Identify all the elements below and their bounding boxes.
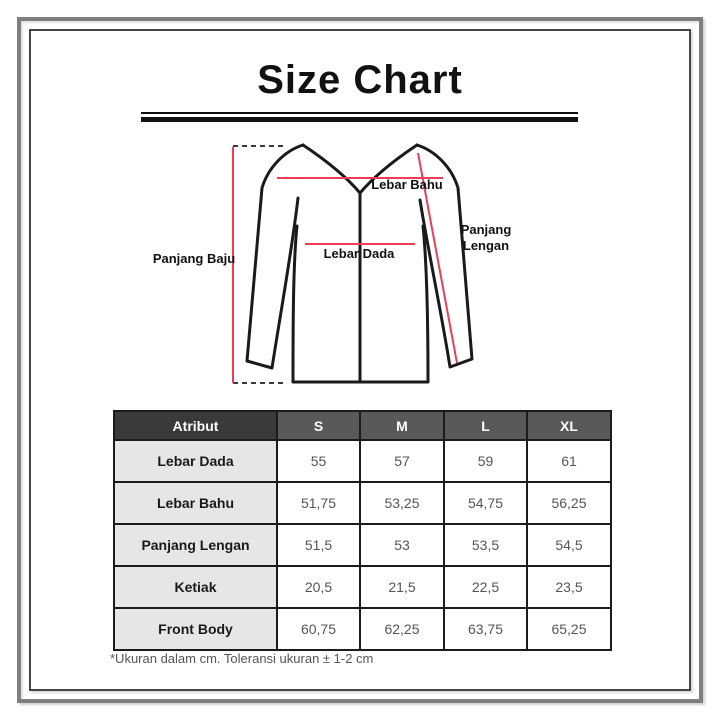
- row-label-lebar-dada: Lebar Dada: [113, 439, 278, 483]
- measurement-lines: [232, 147, 458, 383]
- divider-thin-line: [141, 112, 578, 114]
- panjang-lengan-line: [417, 152, 458, 364]
- inner-frame-border: [29, 29, 691, 691]
- cell-value: 53: [359, 523, 445, 567]
- cell-value: 51,5: [276, 523, 361, 567]
- cell-value: 53,25: [359, 481, 445, 525]
- table-row: Lebar Dada 55 57 59 61: [113, 439, 612, 483]
- cell-value: 20,5: [276, 565, 361, 609]
- lebar-dada-label: Lebar Dada: [324, 246, 396, 261]
- column-header-m: M: [359, 410, 445, 441]
- row-label-lebar-bahu: Lebar Bahu: [113, 481, 278, 525]
- panjang-lengan-label-line1: Panjang: [461, 222, 512, 237]
- cell-value: 51,75: [276, 481, 361, 525]
- cell-value: 23,5: [526, 565, 612, 609]
- cell-value: 59: [443, 439, 528, 483]
- lebar-bahu-label: Lebar Bahu: [371, 177, 443, 192]
- column-header-l: L: [443, 410, 528, 441]
- page-title: Size Chart: [257, 58, 463, 102]
- cell-value: 54,5: [526, 523, 612, 567]
- garment-measurement-diagram: Panjang Baju Lebar Bahu Lebar Dada Panja…: [153, 143, 512, 384]
- row-label-ketiak: Ketiak: [113, 565, 278, 609]
- column-header-s: S: [276, 410, 361, 441]
- table-row: Lebar Bahu 51,75 53,25 54,75 56,25: [113, 481, 612, 525]
- garment-outline: [245, 143, 474, 384]
- cell-value: 21,5: [359, 565, 445, 609]
- row-label-front-body: Front Body: [113, 607, 278, 651]
- column-header-xl: XL: [526, 410, 612, 441]
- size-tolerance-note: *Ukuran dalam cm. Toleransi ukuran ± 1-2…: [110, 651, 374, 666]
- cell-value: 60,75: [276, 607, 361, 651]
- size-chart-table: Atribut S M L XL Lebar Dada 55 57 59 61 …: [113, 410, 612, 651]
- cell-value: 61: [526, 439, 612, 483]
- cell-value: 53,5: [443, 523, 528, 567]
- cell-value: 62,25: [359, 607, 445, 651]
- cell-value: 56,25: [526, 481, 612, 525]
- divider-thick-line: [141, 117, 578, 122]
- cell-value: 55: [276, 439, 361, 483]
- cell-value: 63,75: [443, 607, 528, 651]
- cell-value: 22,5: [443, 565, 528, 609]
- panjang-lengan-label-line2: Lengan: [463, 238, 509, 253]
- panjang-baju-label: Panjang Baju: [153, 251, 235, 266]
- cell-value: 65,25: [526, 607, 612, 651]
- row-label-panjang-lengan: Panjang Lengan: [113, 523, 278, 567]
- table-row: Front Body 60,75 62,25 63,75 65,25: [113, 607, 612, 651]
- column-header-atribut: Atribut: [113, 410, 278, 441]
- outer-frame-border: [17, 17, 703, 703]
- table-row: Panjang Lengan 51,5 53 53,5 54,5: [113, 523, 612, 567]
- table-header-row: Atribut S M L XL: [113, 410, 612, 441]
- cell-value: 57: [359, 439, 445, 483]
- table-row: Ketiak 20,5 21,5 22,5 23,5: [113, 565, 612, 609]
- cell-value: 54,75: [443, 481, 528, 525]
- title-divider: [141, 112, 578, 122]
